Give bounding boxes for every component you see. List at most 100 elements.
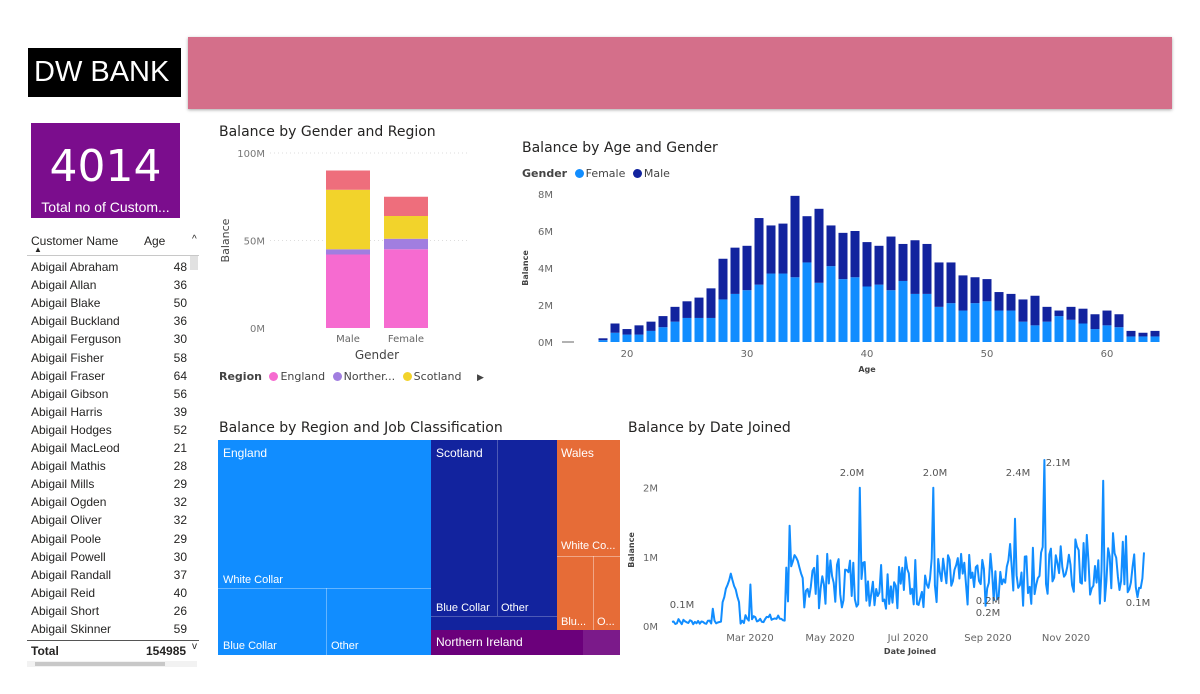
customer-table[interactable]: Customer Name ▲ Age ^ Abigail Abraham 48 A… (27, 228, 202, 668)
legend-item-northern-ireland[interactable]: Norther... (343, 370, 396, 383)
bar-male (1090, 314, 1100, 330)
table-row[interactable]: Abigail Short 26 (31, 602, 187, 620)
table-row[interactable]: Abigail Allan 36 (31, 276, 187, 294)
legend-dot-female (574, 169, 584, 178)
bar-female (898, 280, 908, 342)
data-label: 0.2M (976, 608, 1001, 619)
x-tick-label: 60 (1101, 349, 1114, 360)
bar-female (682, 317, 692, 342)
bar-female (970, 303, 980, 342)
chart-title-gender-region: Balance by Gender and Region (219, 124, 436, 140)
table-row[interactable]: Abigail Mills 29 (31, 475, 187, 493)
legend-item-england[interactable]: England (280, 370, 326, 383)
table-row[interactable]: Abigail Powell 30 (31, 548, 187, 566)
bar-male (778, 223, 788, 274)
x-axis-title: Age (858, 365, 876, 374)
table-row[interactable]: Abigail Ogden 32 (31, 493, 187, 511)
treemap-divider (431, 616, 557, 617)
vertical-scrollbar[interactable] (190, 256, 198, 270)
bar-male (1066, 306, 1076, 320)
legend-title: Gender (522, 167, 568, 180)
x-axis-title: Date Joined (884, 647, 936, 656)
customer-name-cell: Abigail Powell (31, 549, 106, 564)
customer-name-cell: Abigail Abraham (31, 260, 119, 274)
y-tick-label: 2M (538, 301, 553, 312)
age-cell: 36 (173, 278, 187, 293)
table-row[interactable]: Abigail Skinner 59 (31, 620, 187, 638)
table-row[interactable]: Abigail Randall 37 (31, 566, 187, 584)
bar-female (1102, 325, 1112, 342)
y-tick-label: 50M (244, 237, 265, 248)
scroll-up-icon[interactable]: ^ (192, 234, 197, 245)
bar-male (1138, 332, 1148, 337)
table-row[interactable]: Abigail Mathis 28 (31, 457, 187, 475)
bar-male (646, 321, 656, 331)
y-axis-title: Balance (521, 250, 530, 286)
chart-date-joined[interactable]: 0M 1M 2M Balance Mar 2020 May 2020 Jul 2020 Sep… (622, 440, 1162, 662)
bar-female (1090, 329, 1100, 342)
age-cell: 56 (173, 386, 187, 401)
treemap-label-england: England (223, 446, 268, 460)
table-row[interactable]: Abigail Blake 50 (31, 294, 187, 312)
chart-age-gender[interactable]: 0M 2M 4M 6M 8M Balance 20 30 40 50 60 Age (516, 182, 1176, 378)
treemap-label-scotland: Scotland (436, 446, 483, 460)
treemap-group-england[interactable]: England White Collar Blue Collar Other (218, 440, 431, 655)
age-cell: 39 (173, 404, 187, 419)
table-row[interactable]: Abigail Harris 39 (31, 403, 187, 421)
column-header-age[interactable]: Age (144, 234, 166, 248)
horizontal-scroll-thumb[interactable] (35, 662, 165, 666)
data-label: 2.4M (1006, 468, 1031, 479)
horizontal-scrollbar[interactable] (27, 661, 197, 667)
customer-name-cell: Abigail Oliver (31, 513, 102, 528)
table-row[interactable]: Abigail Poole 29 (31, 530, 187, 548)
table-row[interactable]: Abigail Ferguson 30 (31, 330, 187, 348)
treemap-group-wales[interactable]: Wales White Co... Blu... O... (557, 440, 620, 630)
legend-item-scotland[interactable]: Scotland (413, 370, 462, 383)
bar-female (742, 290, 752, 342)
bar-female (634, 334, 644, 342)
bar-female (610, 332, 620, 342)
series-line (671, 459, 1145, 626)
customer-name-cell: Abigail Ogden (31, 495, 107, 510)
age-cell: 52 (173, 422, 187, 437)
bar-segment (384, 196, 428, 216)
bar-female (718, 299, 728, 342)
age-cell: 26 (173, 603, 187, 618)
kpi-card[interactable]: 4014 Total no of Custom... (31, 123, 180, 218)
legend-region: Region England Norther... Scotland ▶ (219, 370, 484, 383)
treemap-group-northern-ireland[interactable]: Northern Ireland (431, 630, 620, 655)
table-header: Customer Name ▲ Age ^ (31, 232, 201, 254)
treemap-region-job[interactable]: England White Collar Blue Collar Other S… (218, 440, 620, 656)
scroll-down-icon[interactable]: v (192, 641, 197, 652)
treemap-group-scotland[interactable]: Scotland Blue Collar Other (431, 440, 557, 630)
data-label: 0.1M (670, 600, 695, 611)
table-row[interactable]: Abigail Gibson 56 (31, 385, 187, 403)
table-row[interactable]: Abigail MacLeod 21 (31, 439, 187, 457)
table-row[interactable]: Abigail Oliver 32 (31, 511, 187, 529)
bar-male (862, 242, 872, 287)
customer-name-cell: Abigail Harris (31, 404, 103, 419)
table-row[interactable]: Abigail Hodges 52 (31, 421, 187, 439)
total-label: Total (31, 644, 59, 658)
bar-male (958, 275, 968, 311)
chart-gender-region[interactable]: 0M 50M 100M Balance Male Female Gender (215, 143, 485, 393)
treemap-label-wales-other: O... (597, 616, 615, 628)
bar-female (778, 273, 788, 342)
legend-item-female[interactable]: Female (585, 167, 626, 180)
bar-segment (326, 170, 370, 190)
legend-item-male[interactable]: Male (643, 167, 670, 180)
table-row[interactable]: Abigail Fisher 58 (31, 349, 187, 367)
customer-name-cell: Abigail MacLeod (31, 441, 120, 455)
treemap-label-wales-white-collar: White Co... (561, 540, 616, 552)
table-row[interactable]: Abigail Abraham 48 (31, 258, 187, 276)
legend-next-icon[interactable]: ▶ (477, 373, 484, 383)
customer-name-cell: Abigail Short (31, 603, 100, 618)
table-row[interactable]: Abigail Buckland 36 (31, 312, 187, 330)
bar-male (838, 232, 848, 280)
column-header-customer-name[interactable]: Customer Name (31, 234, 119, 248)
treemap-cell-ni-other[interactable] (583, 630, 620, 655)
age-cell: 30 (173, 332, 187, 347)
table-row[interactable]: Abigail Fraser 64 (31, 367, 187, 385)
table-row[interactable]: Abigail Reid 40 (31, 584, 187, 602)
bar-female (922, 293, 932, 342)
